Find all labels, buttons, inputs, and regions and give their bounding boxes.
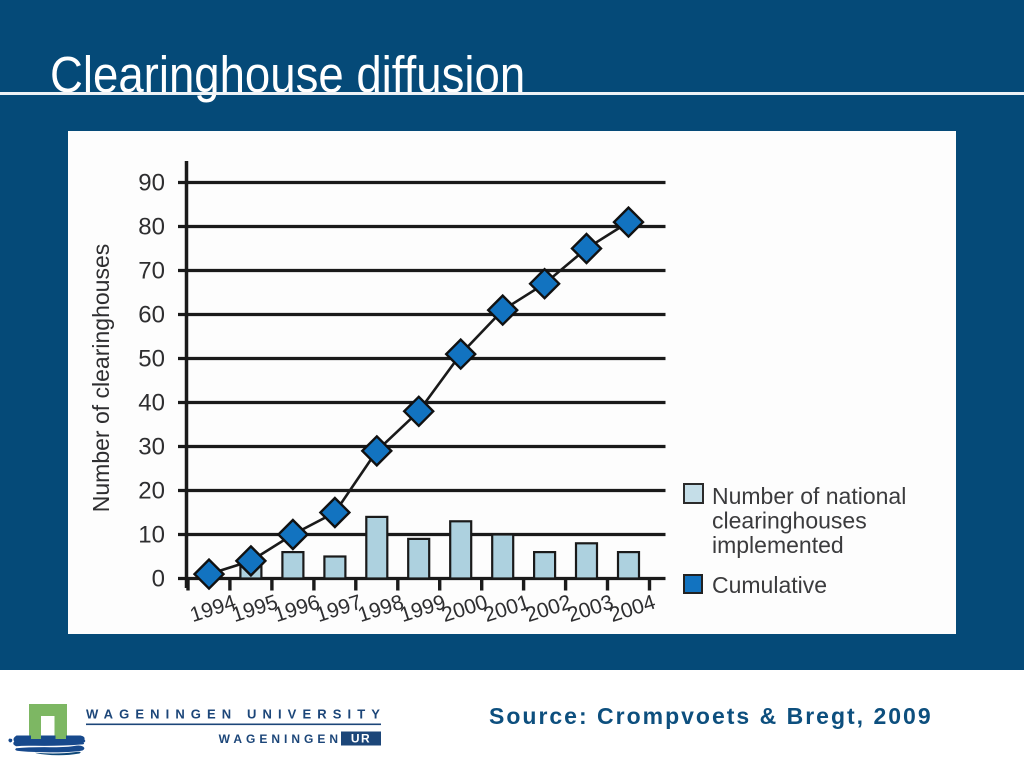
svg-text:80: 80 [138,214,165,241]
svg-text:WAGENINGEN UNIVERSITY: WAGENINGEN UNIVERSITY [86,707,386,722]
svg-text:UR: UR [351,732,371,746]
svg-text:clearinghouses: clearinghouses [712,508,867,534]
svg-text:Number of national: Number of national [712,483,906,509]
svg-text:0: 0 [152,566,165,593]
svg-text:2004: 2004 [607,591,659,627]
svg-text:Number of clearinghouses: Number of clearinghouses [88,244,114,512]
svg-text:40: 40 [138,390,165,417]
svg-text:50: 50 [138,346,165,373]
svg-text:WAGENINGEN: WAGENINGEN [219,732,342,746]
svg-text:10: 10 [138,522,165,549]
svg-text:implemented: implemented [712,532,844,558]
svg-text:Cumulative: Cumulative [712,572,827,598]
svg-text:20: 20 [138,478,165,505]
svg-text:70: 70 [138,258,165,285]
svg-text:90: 90 [138,170,165,197]
svg-text:30: 30 [138,434,165,461]
svg-text:60: 60 [138,302,165,329]
